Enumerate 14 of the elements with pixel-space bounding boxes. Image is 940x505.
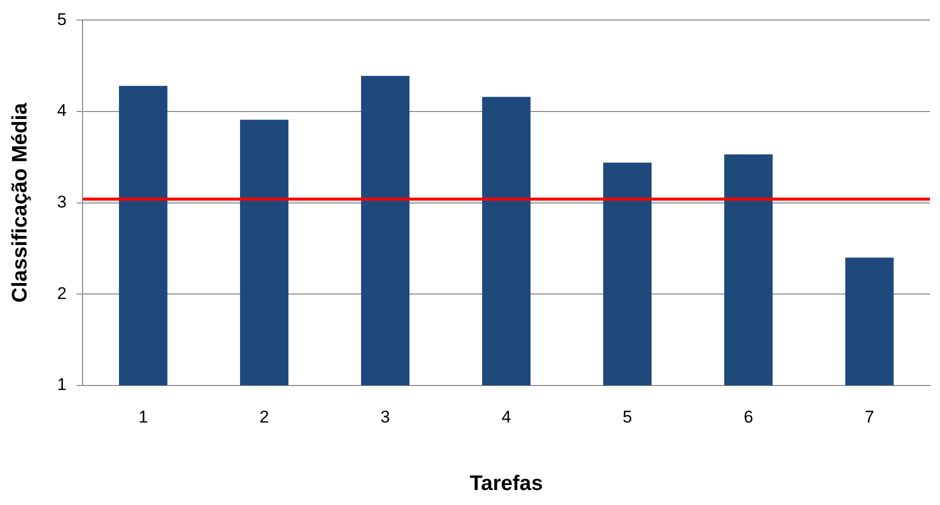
x-tick-label: 2 xyxy=(259,407,269,426)
x-tick-label: 5 xyxy=(622,407,632,426)
y-tick-label: 2 xyxy=(57,284,67,303)
x-tick-label: 7 xyxy=(864,407,874,426)
x-tick-label: 3 xyxy=(380,407,390,426)
x-tick-label: 4 xyxy=(502,407,512,426)
x-tick-label: 6 xyxy=(744,407,754,426)
x-tick-label: 1 xyxy=(138,407,148,426)
y-axis-title: Classificação Média xyxy=(8,102,32,303)
y-tick-label: 5 xyxy=(57,10,67,29)
y-tick-label: 4 xyxy=(57,101,67,120)
y-tick-label: 3 xyxy=(57,192,67,212)
x-axis-title: Tarefas xyxy=(470,472,543,496)
y-tick-label: 1 xyxy=(57,375,67,394)
